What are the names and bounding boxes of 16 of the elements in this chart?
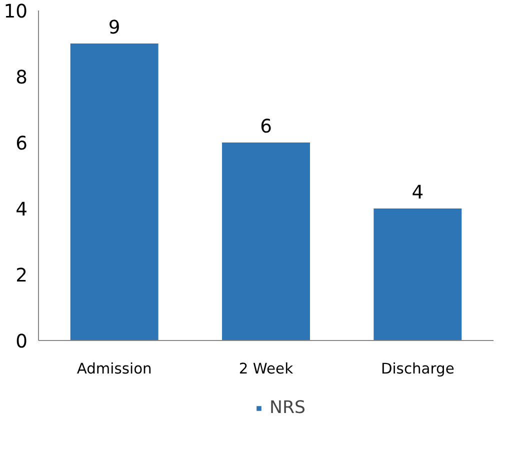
y-tick-label: 8 [16,68,28,88]
legend-label: NRS [269,398,306,418]
bar [222,142,310,340]
y-tick-label: 6 [16,134,28,154]
data-label: 4 [412,182,424,204]
x-tick-label: Discharge [380,360,454,378]
data-label: 6 [260,116,272,138]
y-tick-label: 4 [16,200,28,220]
data-label: 9 [108,18,120,38]
bar [374,208,462,340]
y-tick-label: 0 [16,332,28,352]
x-tick-label: Admission [76,360,152,378]
x-tick-label: 2 Week [238,360,294,378]
y-tick-label: 2 [16,266,28,286]
bar [70,44,158,340]
y-tick-label: 10 [4,2,28,22]
